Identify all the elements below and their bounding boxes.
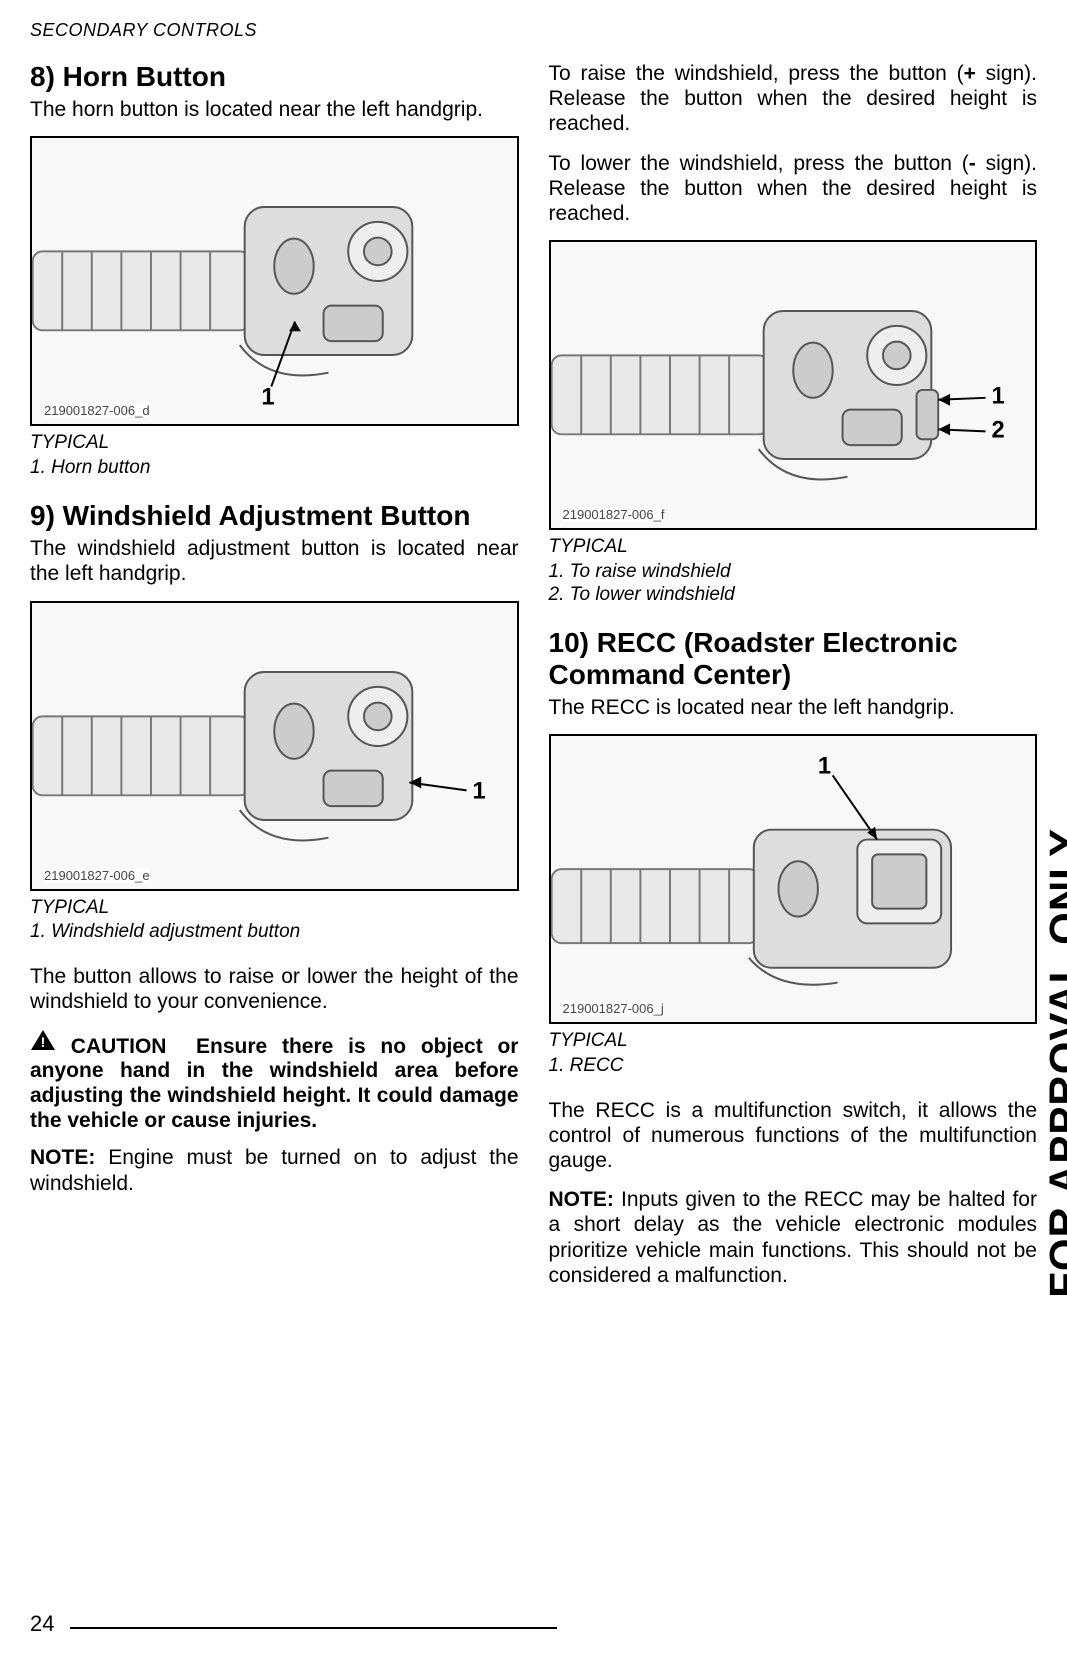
figure-legend: 1. To raise windshield 2. To lower winds…	[549, 561, 1038, 607]
legend-item: 1. Horn button	[30, 457, 519, 480]
right-column: To raise the windshield, press the butto…	[549, 61, 1038, 1302]
page-header: SECONDARY CONTROLS	[30, 20, 1037, 41]
handgrip-illustration: 1	[551, 736, 1036, 1022]
figure-recc: 1 219001827-006_j	[549, 734, 1038, 1024]
section-8-intro: The horn button is located near the left…	[30, 97, 519, 122]
figure-id: 219001827-006_j	[563, 1001, 664, 1016]
lower-paragraph: To lower the windshield, press the butto…	[549, 151, 1038, 227]
section-9-intro: The windshield adjustment button is loca…	[30, 536, 519, 586]
figure-id: 219001827-006_f	[563, 507, 665, 522]
caution-label: CAUTION	[71, 1034, 167, 1057]
raise-paragraph: To raise the windshield, press the butto…	[549, 61, 1038, 137]
section-10-intro: The RECC is located near the left handgr…	[549, 695, 1038, 720]
caution-block: ! CAUTION Ensure there is no object or a…	[30, 1029, 519, 1134]
svg-text:2: 2	[991, 417, 1004, 443]
figure-horn-button: 1 219001827-006_d	[30, 136, 519, 426]
legend-item: 1. Windshield adjustment button	[30, 921, 519, 944]
svg-text:1: 1	[472, 778, 485, 804]
section-10-heading: 10) RECC (Roadster Electronic Command Ce…	[549, 627, 1038, 691]
caution-text	[181, 1034, 196, 1057]
note-label: NOTE:	[549, 1188, 614, 1211]
left-column: 8) Horn Button The horn button is locate…	[30, 61, 519, 1302]
svg-text:1: 1	[991, 384, 1004, 410]
figure-legend: 1. Horn button	[30, 457, 519, 480]
typical-label: TYPICAL	[549, 536, 1038, 559]
note-label: NOTE:	[30, 1146, 95, 1169]
note-text: Inputs given to the RECC may be halted f…	[549, 1188, 1038, 1287]
legend-item: 1. To raise windshield	[549, 561, 1038, 584]
figure-legend: 1. Windshield adjustment button	[30, 921, 519, 944]
page-number: 24	[30, 1611, 54, 1637]
section-9-para2: The button allows to raise or lower the …	[30, 964, 519, 1014]
figure-windshield-button: 1 219001827-006_e	[30, 601, 519, 891]
typical-label: TYPICAL	[30, 897, 519, 920]
handgrip-illustration: 1 2	[551, 242, 1036, 528]
legend-item: 2. To lower windshield	[549, 584, 1038, 607]
svg-text:!: !	[41, 1034, 46, 1050]
handgrip-illustration: 1	[32, 603, 517, 889]
legend-item: 1. RECC	[549, 1055, 1038, 1078]
figure-id: 219001827-006_d	[44, 403, 150, 418]
svg-text:1: 1	[817, 754, 830, 780]
figure-legend: 1. RECC	[549, 1055, 1038, 1078]
handgrip-illustration: 1	[32, 138, 517, 424]
content-columns: 8) Horn Button The horn button is locate…	[30, 61, 1037, 1302]
section-10-para2: The RECC is a multifunction switch, it a…	[549, 1098, 1038, 1174]
page-rule	[70, 1627, 557, 1629]
section-9-heading: 9) Windshield Adjustment Button	[30, 500, 519, 532]
note-text: Engine must be turned on to adjust the w…	[30, 1146, 519, 1194]
svg-text:1: 1	[261, 385, 274, 411]
typical-label: TYPICAL	[549, 1030, 1038, 1053]
section-10-note: NOTE: Inputs given to the RECC may be ha…	[549, 1187, 1038, 1288]
warning-icon: !	[30, 1029, 56, 1058]
figure-windshield-raise-lower: 1 2 219001827-006_f	[549, 240, 1038, 530]
section-8-heading: 8) Horn Button	[30, 61, 519, 93]
approval-watermark: FOR APPROVAL ONLY	[1041, 828, 1067, 1298]
typical-label: TYPICAL	[30, 432, 519, 455]
section-9-note: NOTE: Engine must be turned on to adjust…	[30, 1145, 519, 1195]
figure-id: 219001827-006_e	[44, 868, 150, 883]
